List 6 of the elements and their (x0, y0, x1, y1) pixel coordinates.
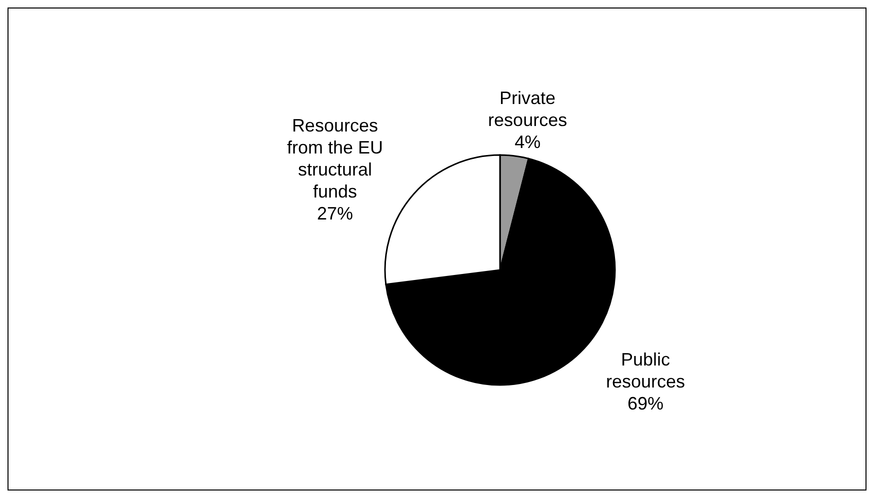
slice-label: Resources from the EU structural funds (286, 116, 383, 202)
slice-label: Private resources (488, 88, 568, 130)
data-label: 69% (627, 393, 664, 414)
data-label: 4% (514, 132, 541, 152)
slice-label: Public resources (606, 349, 686, 392)
data-label: 27% (316, 204, 353, 224)
